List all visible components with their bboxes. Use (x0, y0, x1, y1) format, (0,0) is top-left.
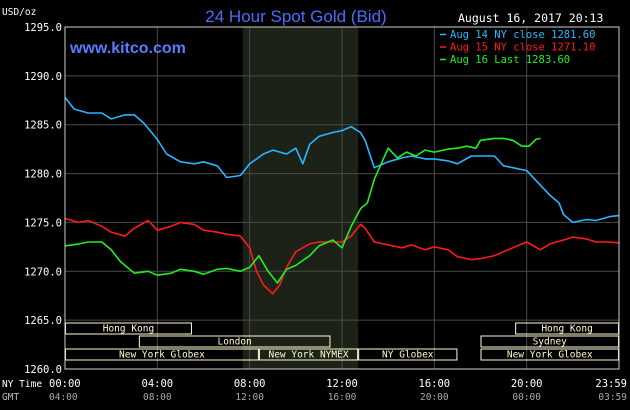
y-tick-label: 1270.0 (24, 266, 62, 278)
y-tick-label: 1295.0 (24, 22, 62, 34)
market-session-bar (258, 348, 359, 361)
site-watermark: www.kitco.com (69, 40, 186, 57)
x-tick-label-gmt: 20:00 (420, 392, 449, 403)
market-session-bar (358, 348, 458, 361)
market-session-label: New York NYMEX (268, 350, 348, 361)
series-line (64, 96, 619, 224)
x-tick-label-ny: 12:00 (326, 378, 358, 390)
market-session-label: Hong Kong (103, 324, 154, 335)
y-tick-labels: 1295.0 1290.0 1285.0 1280.0 1275.0 1270.0 1265… (24, 22, 62, 376)
x-axis-label-gmt: GMT (2, 392, 19, 403)
x-tick-label-ny: 04:00 (142, 378, 174, 390)
x-tick-label-ny: 20:00 (511, 378, 543, 390)
x-tick-label-ny: 16:00 (419, 378, 451, 390)
y-unit-label: USD/oz (2, 7, 36, 18)
x-axis-label-ny: NY Time (2, 379, 42, 390)
market-session-label: NY Globex (382, 350, 434, 361)
series-layer (64, 96, 619, 295)
timestamp: August 16, 2017 20:13 (458, 11, 603, 25)
nymex-session-shade (242, 27, 359, 369)
legend-entry: Aug 16 Last 1283.60 (450, 54, 570, 66)
x-tick-label-ny: 08:00 (234, 378, 266, 390)
x-tick-labels: 00:00 04:00 04:00 08:00 08:00 12:00 12:00 16:00… (49, 378, 627, 403)
plot-frame (64, 26, 620, 370)
x-tick-label-ny: 23:59 (595, 378, 627, 390)
y-tick-label: 1285.0 (24, 120, 62, 132)
y-tick-label: 1260.0 (24, 364, 62, 376)
y-tick-label: 1265.0 (24, 315, 62, 327)
legend-entry: Aug 15 NY close 1271.10 (450, 42, 595, 54)
x-tick-label-gmt: 04:00 (49, 392, 78, 403)
x-tick-label-gmt: 12:00 (235, 392, 264, 403)
market-session-label: New York Globex (507, 350, 593, 361)
grid-layer (65, 27, 619, 369)
y-tick-label: 1275.0 (24, 217, 62, 229)
market-session-label: Hong Kong (541, 324, 592, 335)
x-tick-label-gmt: 03:59 (598, 392, 627, 403)
market-session-bar (138, 335, 331, 348)
chart-title: 24 Hour Spot Gold (Bid) (205, 7, 386, 26)
series-line (64, 217, 619, 295)
market-session-label: Sydney (533, 337, 568, 348)
market-session-label: New York Globex (119, 350, 205, 361)
y-tick-label: 1280.0 (24, 169, 62, 181)
x-tick-label-gmt: 16:00 (328, 392, 357, 403)
shaded-session-layer (242, 27, 359, 369)
x-tick-label-ny: 00:00 (49, 378, 81, 390)
legend-entry: Aug 14 NY close 1281.60 (450, 29, 595, 41)
x-tick-label-gmt: 08:00 (143, 392, 172, 403)
x-tick-label-gmt: 00:00 (512, 392, 541, 403)
series-line (64, 137, 541, 284)
y-tick-label: 1290.0 (24, 71, 62, 83)
market-session-label: London (217, 337, 251, 348)
